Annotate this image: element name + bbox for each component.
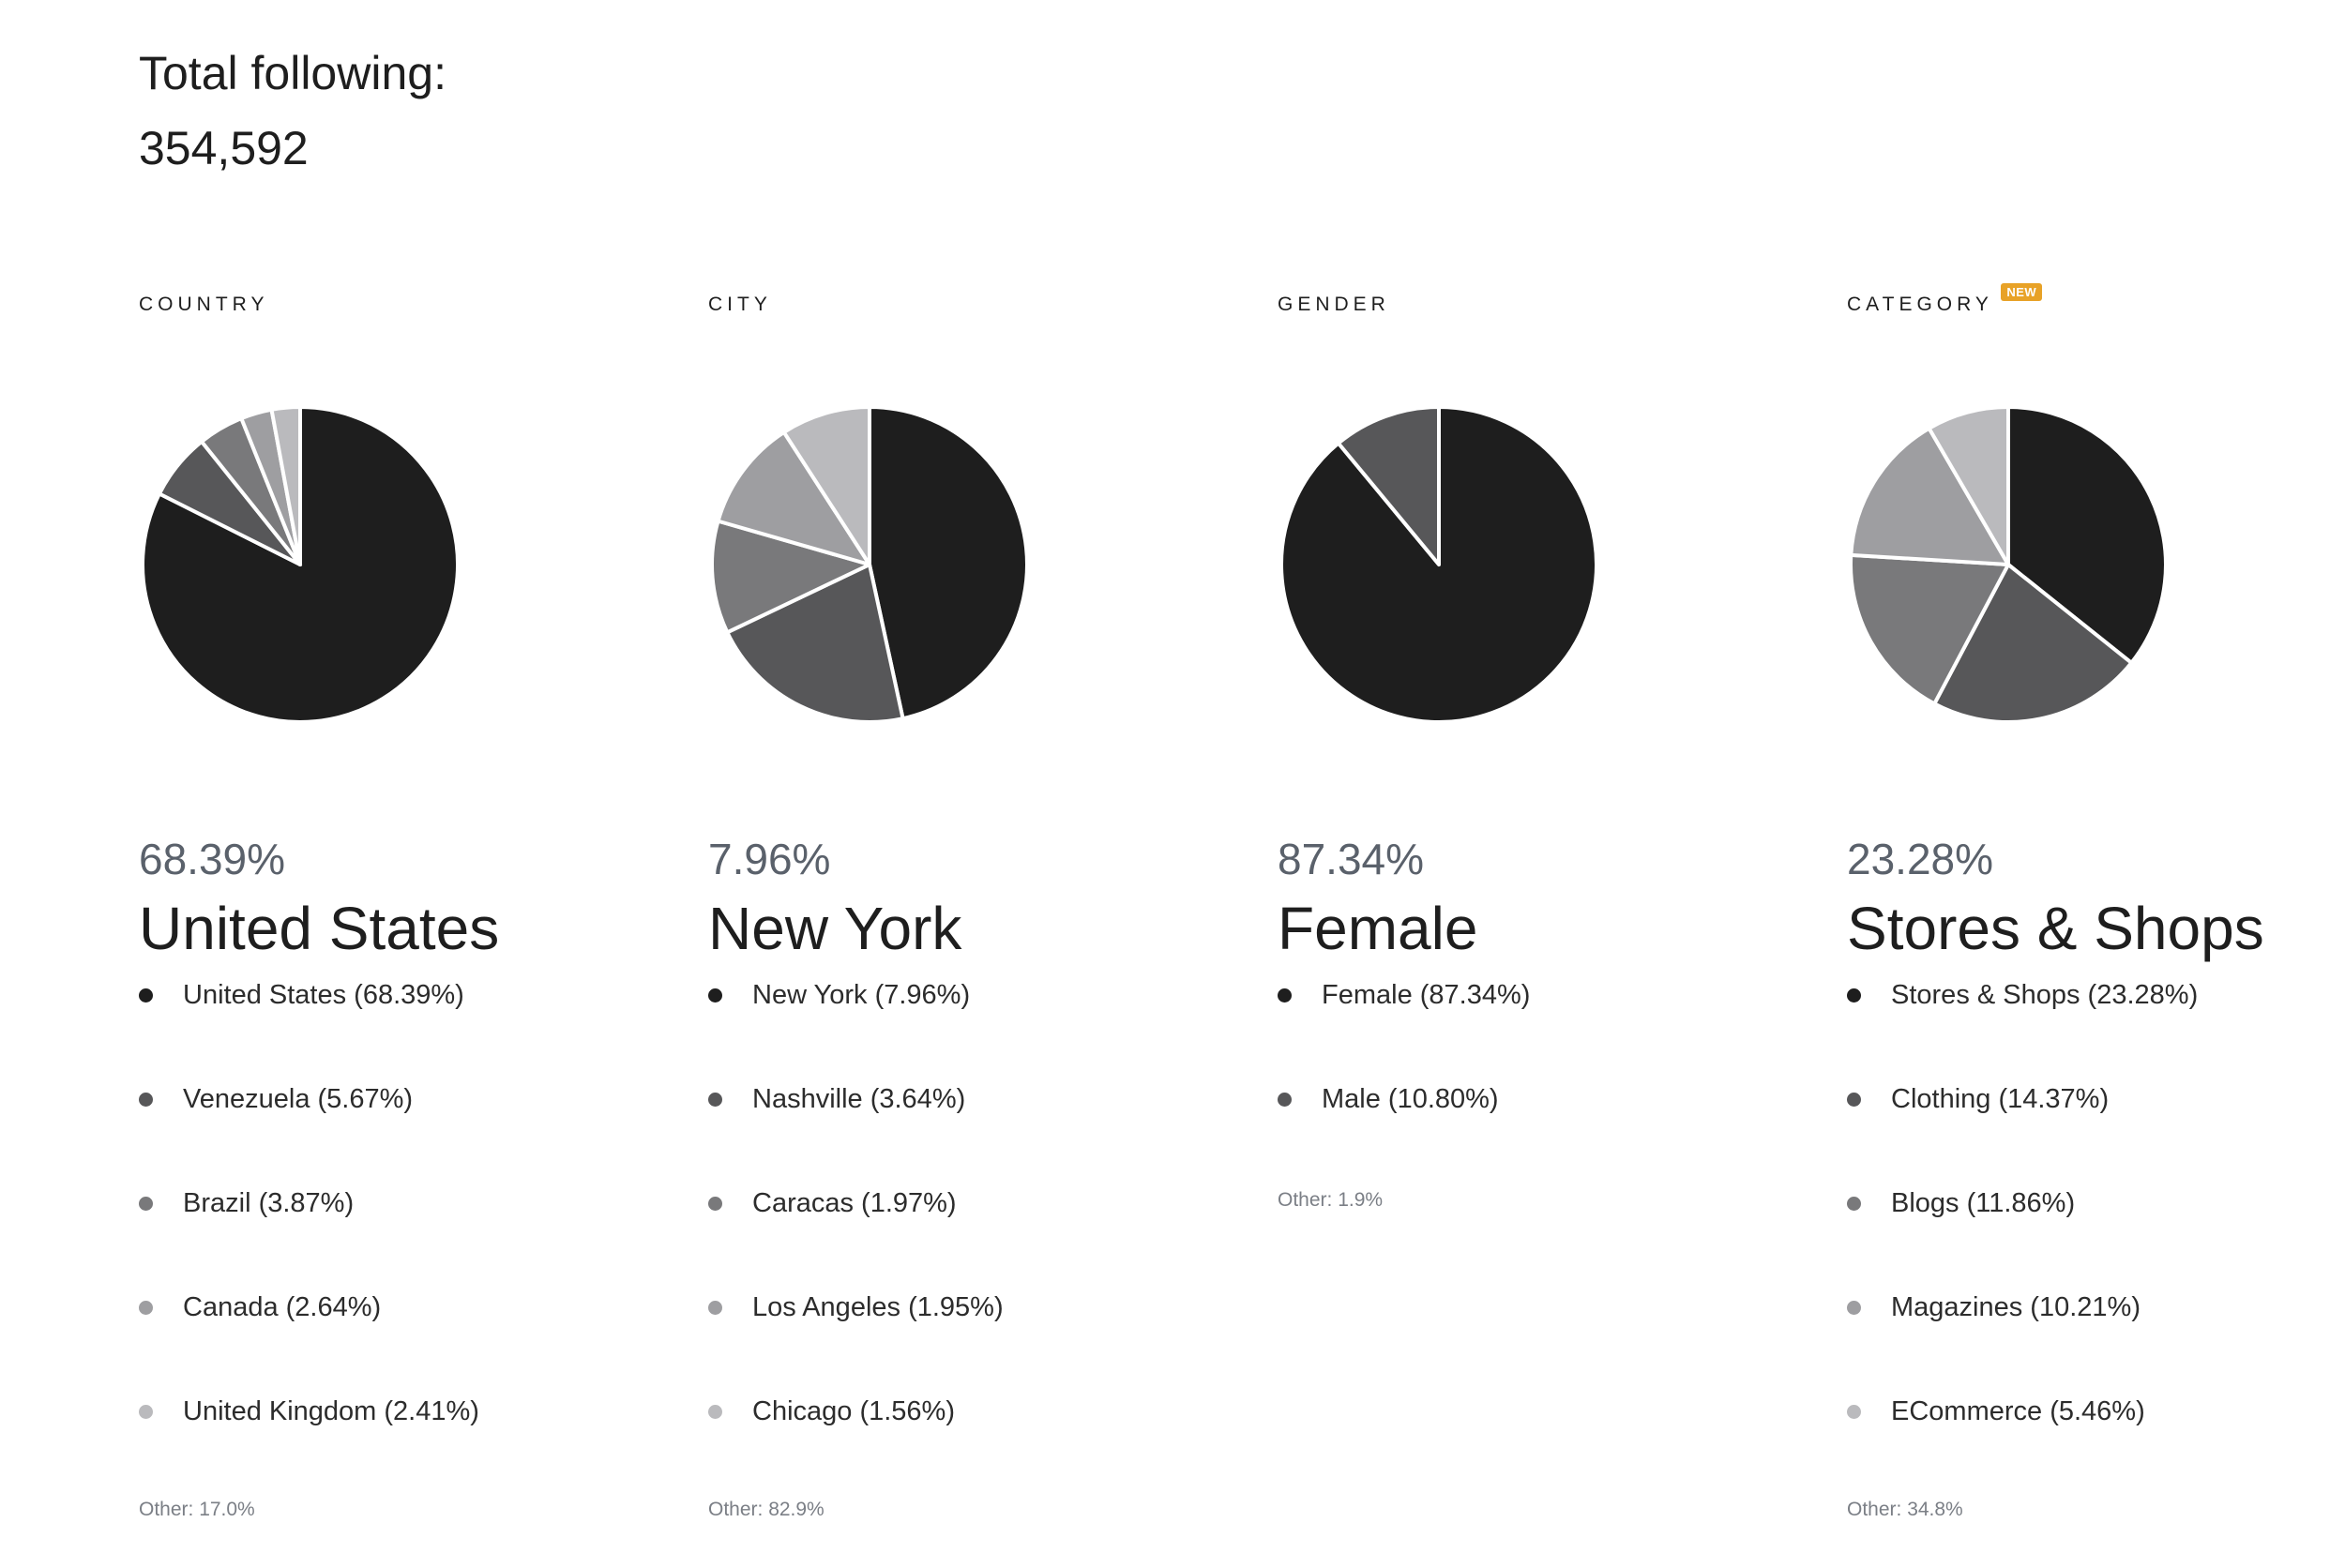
legend-label: Chicago (1.56%): [752, 1396, 955, 1426]
legend-dot: [139, 1093, 153, 1107]
legend-dot: [708, 988, 722, 1003]
top-name: New York: [708, 895, 962, 962]
legend-dot: [708, 1405, 722, 1419]
legend-label: United Kingdom (2.41%): [183, 1396, 479, 1426]
panel-header: GENDER: [1278, 291, 1390, 319]
pie-slice-nashville: [725, 563, 905, 724]
new-badge: NEW: [2001, 282, 2043, 301]
other-percent: Other: 17.0%: [139, 1499, 255, 1520]
panel-header: CATEGORY NEW: [1847, 282, 2043, 319]
city-panel: CITY 7.96% New York New York (7.96%) Nas…: [708, 281, 1262, 1557]
panel-title: CATEGORY: [1847, 294, 1993, 315]
other-percent: Other: 34.8%: [1847, 1499, 1963, 1520]
top-name: United States: [139, 895, 500, 962]
total-following-label: Total following:: [139, 47, 446, 99]
pie-slice-united-kingdom: [269, 405, 302, 566]
legend-label: Male (10.80%): [1322, 1084, 1499, 1114]
legend-label: Brazil (3.87%): [183, 1188, 355, 1218]
legend-label: United States (68.39%): [183, 980, 464, 1010]
country-pie-chart: [141, 405, 460, 724]
legend-label: Nashville (3.64%): [752, 1084, 966, 1114]
top-name: Female: [1278, 895, 1478, 962]
legend-label: ECommerce (5.46%): [1891, 1396, 2145, 1426]
panel-title: COUNTRY: [139, 294, 269, 315]
pie-slice-magazines: [1849, 426, 2010, 566]
legend-label: Caracas (1.97%): [752, 1188, 957, 1218]
top-percent: 68.39%: [139, 835, 286, 883]
legend-dot: [1278, 1093, 1292, 1107]
legend-dot: [139, 1197, 153, 1211]
pie-slice-ecommerce: [1927, 405, 2010, 566]
legend-dot: [139, 1301, 153, 1315]
pie-slice-caracas: [710, 519, 871, 635]
pie-slice-new-york: [868, 405, 1029, 721]
pie-slice-blogs: [1848, 552, 2010, 706]
legend-label: Clothing (14.37%): [1891, 1084, 2110, 1114]
other-percent: Other: 1.9%: [1278, 1189, 1384, 1211]
legend-dot: [708, 1301, 722, 1315]
pie-slice-clothing: [1932, 563, 2134, 724]
top-percent: 23.28%: [1847, 835, 1994, 883]
legend-dot: [1278, 988, 1292, 1003]
top-percent: 87.34%: [1278, 835, 1425, 883]
legend-label: Los Angeles (1.95%): [752, 1292, 1004, 1322]
pie-slice-male: [1336, 405, 1441, 566]
pie-slice-los-angeles: [716, 430, 871, 566]
legend-label: New York (7.96%): [752, 980, 971, 1010]
legend-label: Magazines (10.21%): [1891, 1292, 2141, 1322]
legend-label: Female (87.34%): [1322, 980, 1531, 1010]
total-following-value: 354,592: [139, 122, 309, 174]
legend-dot: [139, 1405, 153, 1419]
legend-dot: [708, 1093, 722, 1107]
legend-dot: [1847, 1093, 1861, 1107]
legend-dot: [1847, 1197, 1861, 1211]
legend-label: Stores & Shops (23.28%): [1891, 980, 2199, 1010]
legend-label: Venezuela (5.67%): [183, 1084, 414, 1114]
pie-slice-chicago: [781, 405, 871, 566]
category-panel: CATEGORY NEW 23.28% Stores & Shops Store…: [1847, 281, 2345, 1557]
gender-pie-chart: [1279, 405, 1598, 724]
panel-header: CITY: [708, 291, 772, 319]
category-pie-chart: [1848, 405, 2168, 724]
city-pie-chart: [710, 405, 1029, 724]
panel-header: COUNTRY: [139, 291, 268, 319]
panel-title: CITY: [708, 294, 772, 315]
pie-slice-stores-shops: [2006, 405, 2168, 665]
legend-dot: [1847, 1405, 1861, 1419]
legend-dot: [708, 1197, 722, 1211]
gender-panel: GENDER 87.34% Female Female (87.34%) Mal…: [1278, 281, 1831, 1557]
country-panel: COUNTRY 68.39% United States United Stat…: [139, 281, 692, 1557]
legend-dot: [1847, 988, 1861, 1003]
legend-label: Canada (2.64%): [183, 1292, 382, 1322]
other-percent: Other: 82.9%: [708, 1499, 825, 1520]
legend-dot: [1847, 1301, 1861, 1315]
panel-title: GENDER: [1278, 294, 1390, 315]
legend-label: Blogs (11.86%): [1891, 1188, 2076, 1218]
legend-dot: [139, 988, 153, 1003]
top-name: Stores & Shops: [1847, 895, 2264, 962]
top-percent: 7.96%: [708, 835, 831, 883]
